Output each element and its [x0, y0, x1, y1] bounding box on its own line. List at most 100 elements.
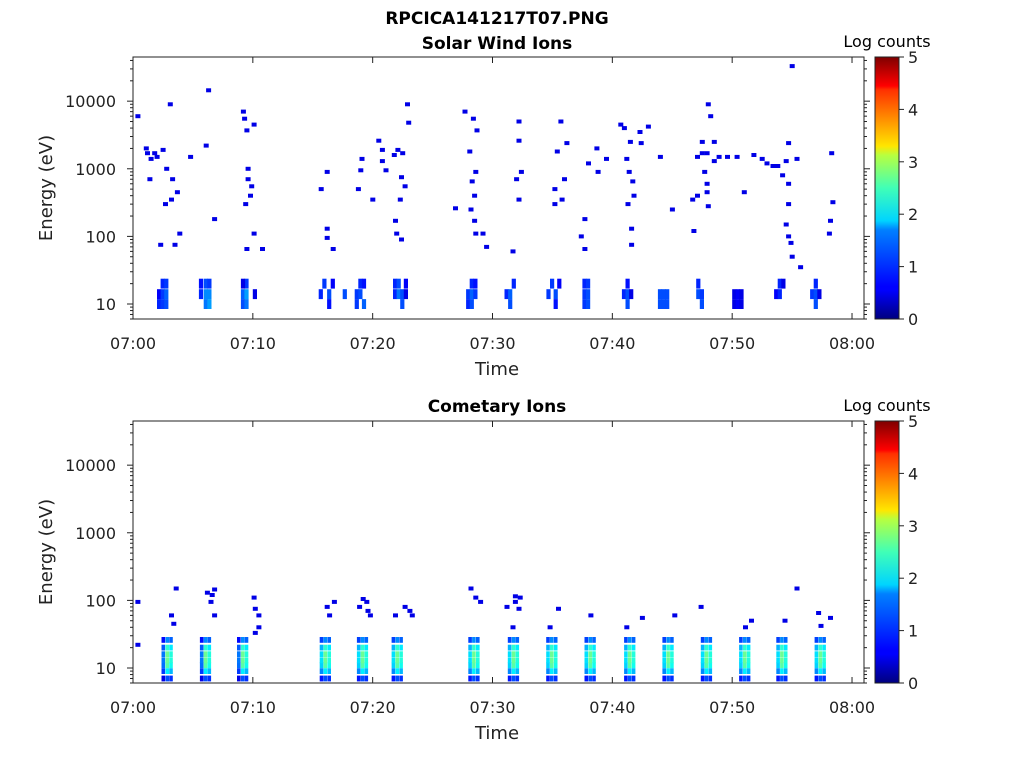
heatmap-cell — [582, 278, 587, 289]
heatmap-cell — [199, 675, 204, 682]
heatmap-cell — [625, 289, 630, 300]
heatmap-cell — [161, 662, 166, 669]
heatmap-cell — [725, 154, 730, 159]
heatmap-cell — [407, 608, 413, 613]
heatmap-cell — [746, 637, 751, 643]
heatmap-cell — [240, 668, 245, 674]
heatmap-cell — [161, 644, 166, 651]
heatmap-cell — [588, 644, 592, 651]
heatmap-cell — [244, 637, 249, 643]
heatmap-cell — [396, 278, 401, 289]
heatmap-cell — [327, 289, 332, 300]
heatmap-cell — [395, 675, 399, 682]
x-tick-label: 07:50 — [709, 698, 755, 717]
heatmap-cell — [629, 242, 635, 247]
heatmap-cell — [391, 153, 397, 157]
heatmap-cell — [473, 169, 479, 174]
heatmap-cell — [546, 662, 550, 669]
heatmap-cell — [403, 289, 408, 300]
heatmap-cell — [207, 299, 212, 309]
heatmap-cell — [400, 151, 406, 156]
heatmap-cell — [515, 644, 520, 651]
colorbar-tick-label: 1 — [908, 258, 918, 277]
heatmap-cell — [161, 668, 166, 674]
heatmap-cell — [364, 657, 369, 664]
heatmap-cell — [361, 299, 367, 309]
heatmap-cell — [165, 657, 169, 664]
heatmap-cell — [770, 164, 776, 168]
solar-wind-x-label: Time — [474, 359, 519, 380]
heatmap-cell — [397, 197, 403, 202]
heatmap-cell — [327, 662, 331, 669]
heatmap-cell — [244, 278, 249, 289]
heatmap-cell — [470, 116, 476, 121]
heatmap-cell — [357, 604, 363, 609]
heatmap-cell — [391, 651, 396, 658]
heatmap-cell — [743, 644, 747, 651]
heatmap-cell — [666, 644, 670, 651]
heatmap-cell — [324, 604, 330, 609]
heatmap-cell — [783, 637, 788, 643]
colorbar-tick-label: 1 — [908, 622, 918, 641]
heatmap-cell — [604, 156, 609, 161]
heatmap-cell — [546, 675, 550, 682]
heatmap-cell — [199, 668, 204, 674]
heatmap-cell — [739, 657, 743, 664]
heatmap-cell — [251, 595, 257, 600]
heatmap-cell — [240, 299, 246, 309]
heatmap-cell — [558, 119, 564, 124]
heatmap-cell — [666, 651, 670, 658]
heatmap-cell — [627, 668, 632, 674]
heatmap-cell — [212, 217, 218, 222]
heatmap-cell — [327, 651, 331, 658]
x-tick-label: 07:40 — [589, 334, 635, 353]
heatmap-cell — [783, 159, 789, 164]
heatmap-cell — [472, 644, 476, 651]
heatmap-cell — [716, 154, 722, 159]
heatmap-cell — [554, 149, 560, 154]
x-tick-label: 07:30 — [469, 334, 515, 353]
heatmap-cell — [582, 247, 588, 251]
heatmap-cell — [794, 586, 800, 591]
heatmap-cell — [152, 151, 158, 156]
heatmap-cell — [361, 278, 367, 289]
x-tick-label: 07:10 — [230, 334, 276, 353]
heatmap-cell — [251, 122, 257, 127]
heatmap-cell — [399, 657, 403, 664]
heatmap-cell — [468, 662, 472, 669]
heatmap-cell — [662, 668, 666, 674]
heatmap-cell — [627, 139, 633, 144]
heatmap-cell — [476, 637, 480, 643]
heatmap-cell — [207, 637, 212, 643]
heatmap-cell — [828, 218, 833, 223]
heatmap-cell — [657, 154, 663, 159]
heatmap-cell — [704, 675, 709, 682]
heatmap-cell — [323, 637, 328, 643]
heatmap-cell — [666, 675, 670, 682]
heatmap-cell — [559, 197, 565, 202]
heatmap-cell — [203, 289, 208, 300]
heatmap-cell — [395, 657, 399, 664]
heatmap-cell — [705, 102, 711, 107]
heatmap-cell — [476, 651, 480, 658]
cometary-plot-area — [133, 421, 864, 683]
heatmap-cell — [512, 594, 518, 599]
heatmap-cell — [588, 662, 592, 669]
heatmap-cell — [739, 662, 743, 669]
heatmap-cell — [627, 657, 632, 664]
heatmap-cell — [586, 161, 591, 166]
heatmap-cell — [169, 662, 173, 669]
x-tick-label: 07:40 — [589, 698, 635, 717]
heatmap-cell — [592, 637, 596, 643]
heatmap-cell — [244, 299, 249, 309]
heatmap-cell — [546, 637, 550, 643]
heatmap-cell — [670, 657, 674, 664]
heatmap-cell — [743, 625, 748, 630]
heatmap-cell — [547, 625, 553, 630]
heatmap-cell — [472, 662, 476, 669]
heatmap-cell — [473, 278, 478, 289]
heatmap-cell — [515, 668, 520, 674]
heatmap-cell — [360, 651, 365, 658]
heatmap-cell — [749, 618, 754, 623]
heatmap-cell — [177, 231, 183, 236]
